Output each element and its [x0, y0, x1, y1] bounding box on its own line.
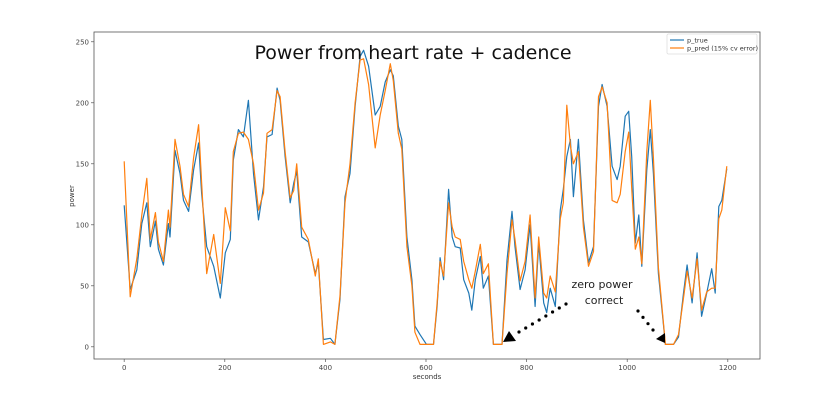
zero-power-annotation: zero power correct	[503, 278, 665, 343]
x-tick-label: 800	[520, 364, 533, 372]
legend-label-p-true: p_true	[687, 37, 708, 45]
annotation-dot	[530, 322, 535, 326]
legend-label-p-pred: p_pred (15% cv error)	[687, 45, 758, 53]
arrowhead-right-icon	[656, 333, 665, 343]
y-tick-label: 150	[76, 160, 89, 168]
plot-frame	[93, 31, 761, 360]
y-tick-label: 250	[76, 38, 89, 46]
y-tick-label: 0	[85, 343, 89, 351]
annotation-dot	[524, 326, 528, 330]
x-axis-label: seconds	[413, 373, 442, 381]
annotation-dot	[636, 309, 640, 313]
x-tick-label: 200	[218, 364, 231, 372]
y-tick-label: 50	[80, 282, 89, 290]
y-tick-label: 200	[76, 99, 89, 107]
x-tick-label: 0	[122, 364, 126, 372]
annotation-dot	[537, 318, 541, 322]
annotation-dot	[651, 328, 655, 332]
legend-box	[666, 33, 758, 55]
x-axis: 0 200 400 600 800 1000 1200	[122, 359, 737, 372]
x-tick-label: 1200	[719, 364, 737, 372]
x-tick-label: 600	[419, 364, 432, 372]
y-axis-label: power	[68, 185, 76, 207]
chart-title: Power from heart rate + cadence	[254, 42, 571, 64]
y-tick-label: 100	[76, 221, 89, 229]
annotation-dot	[550, 310, 555, 314]
arrowhead-left-icon	[503, 331, 516, 342]
annotation-dot	[544, 314, 548, 318]
annotation-dot	[557, 306, 561, 310]
annotation-arrow-left	[517, 302, 568, 334]
x-tick-label: 400	[319, 364, 332, 372]
y-axis: 0 50 100 150 200 250	[76, 38, 94, 351]
annotation-dot	[517, 330, 521, 334]
annotation-dot	[564, 302, 568, 306]
annotation-dot	[646, 322, 650, 326]
series-line-p-pred	[123, 58, 728, 345]
annotation-dot	[641, 315, 645, 319]
annotation-line-2: correct	[585, 294, 624, 307]
series-lines	[123, 49, 728, 345]
legend: p_true p_pred (15% cv error)	[666, 33, 758, 55]
x-tick-label: 1000	[618, 364, 636, 372]
annotation-arrow-right	[636, 309, 655, 332]
annotation-line-1: zero power	[571, 278, 633, 291]
